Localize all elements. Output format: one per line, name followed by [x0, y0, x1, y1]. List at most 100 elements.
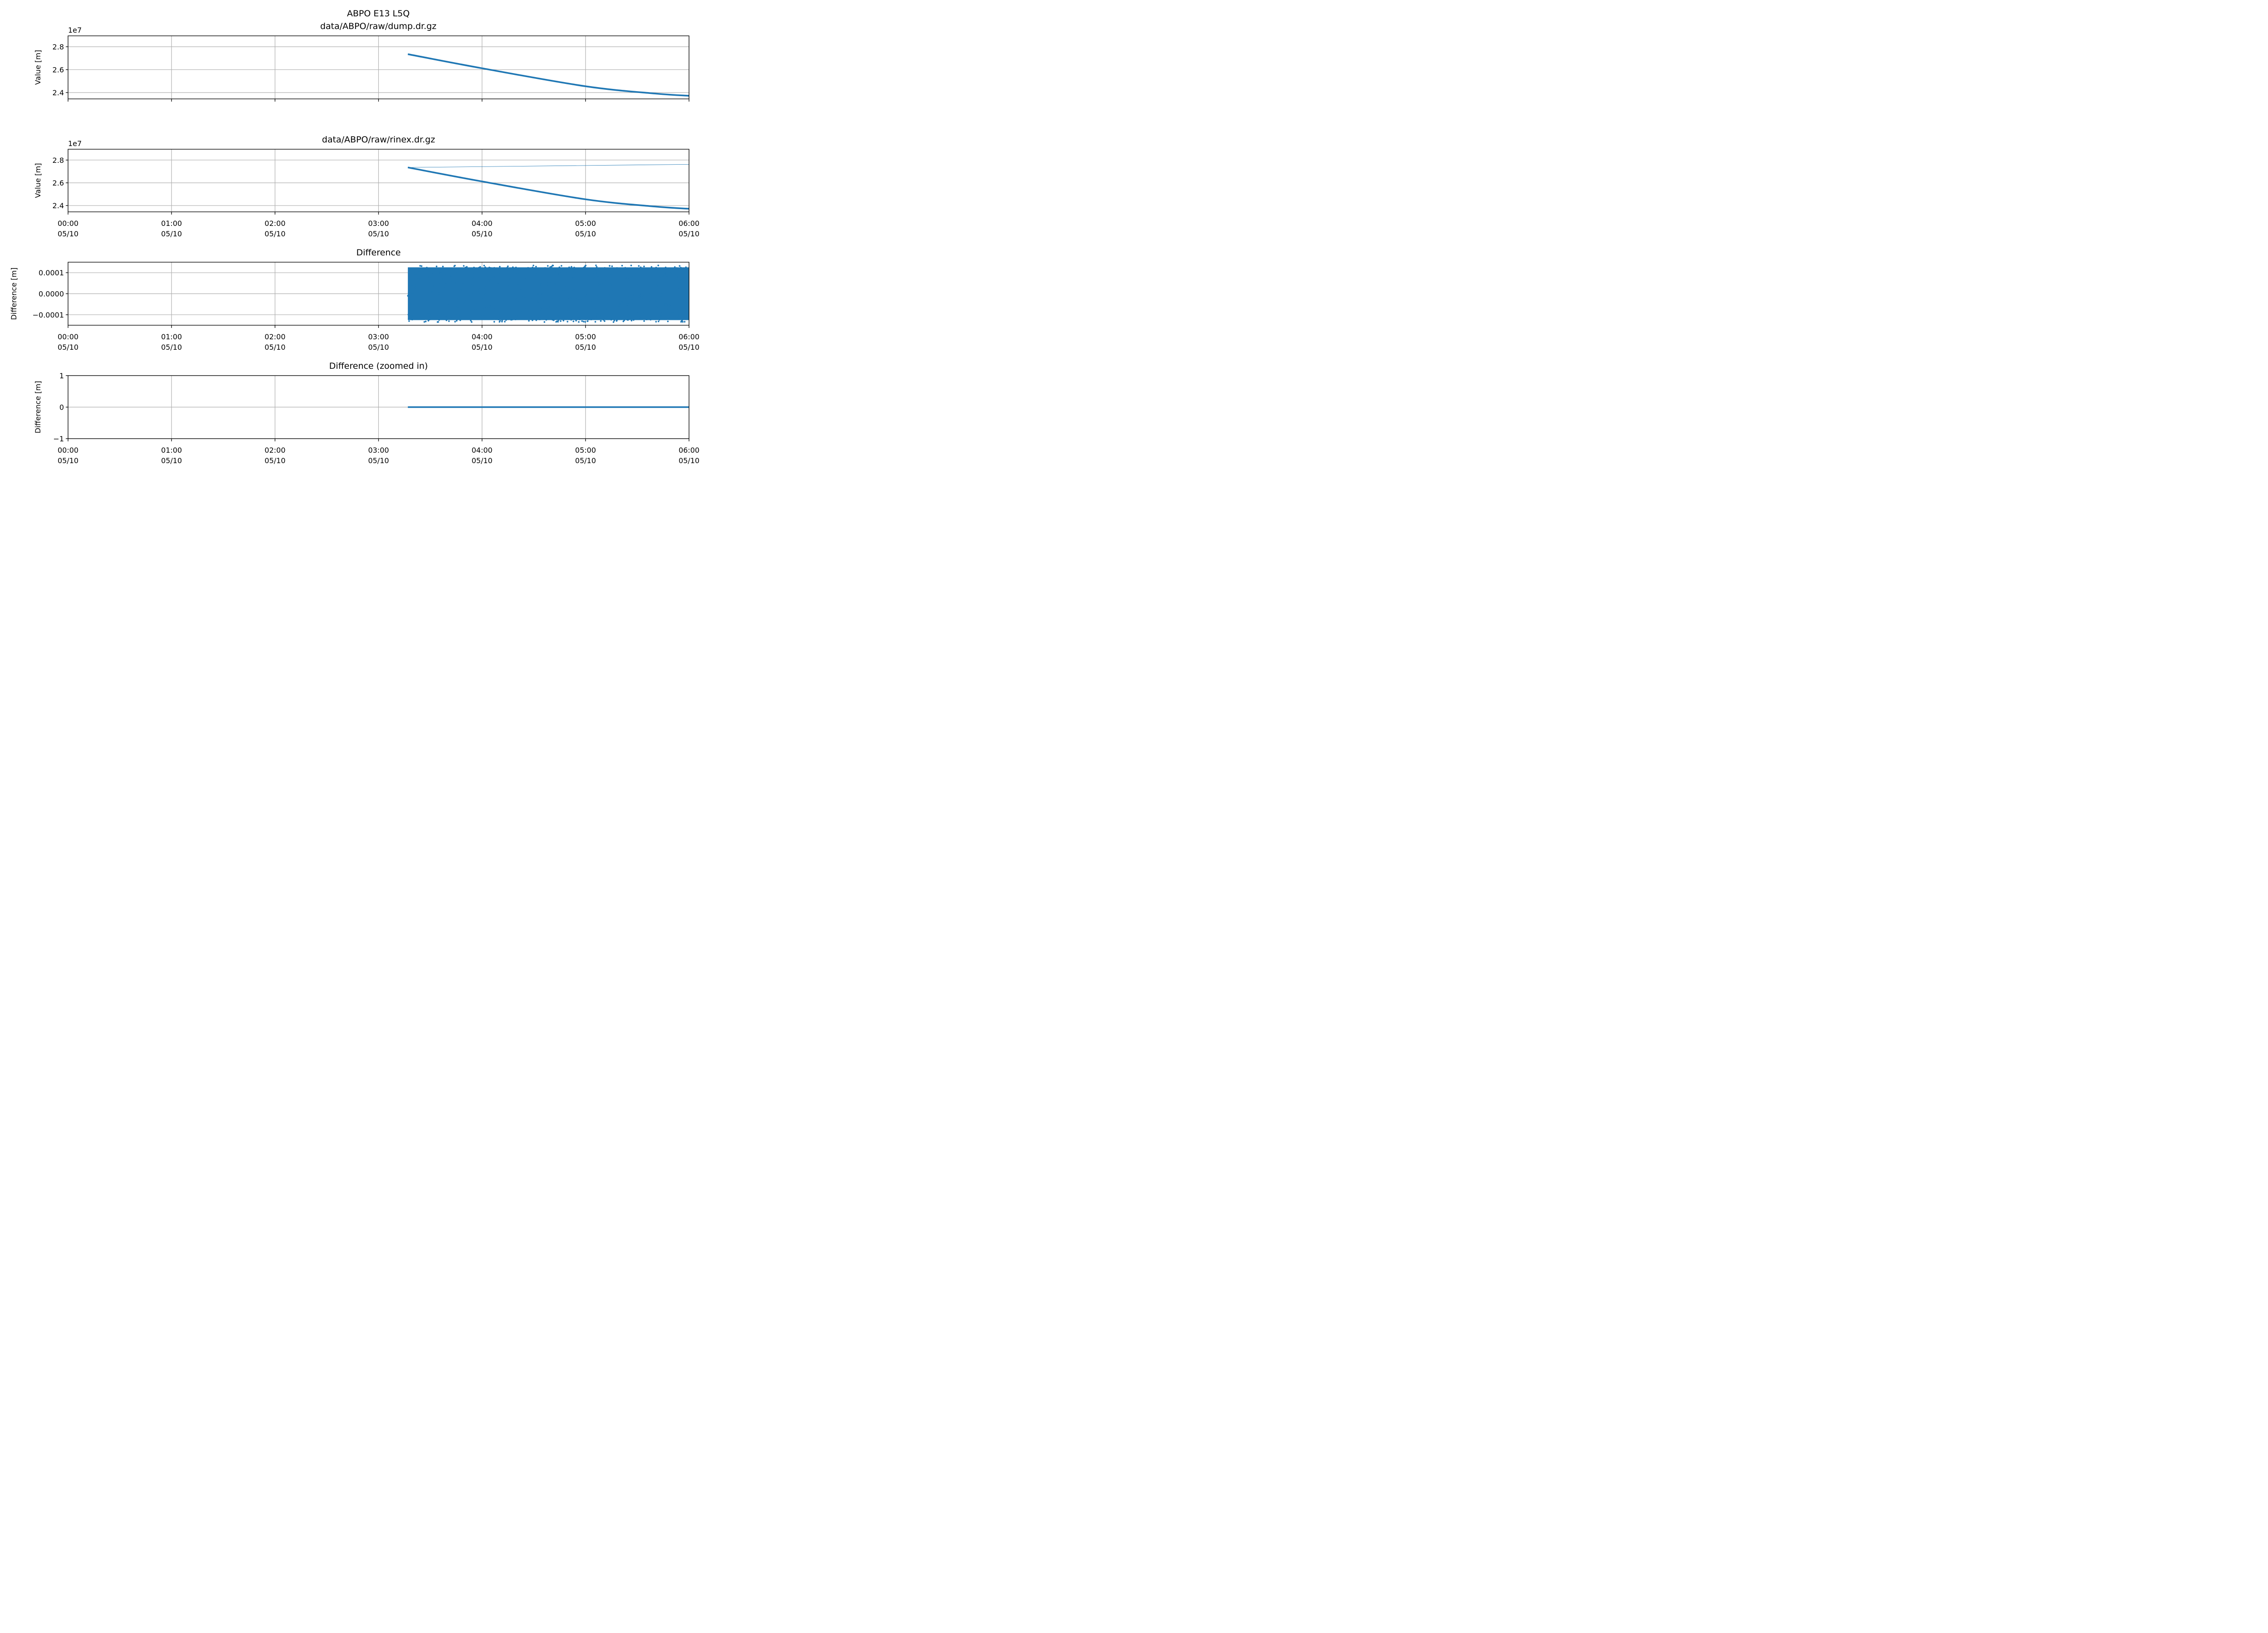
scatter-point	[411, 318, 413, 321]
scatter-point	[539, 318, 541, 321]
scatter-point	[664, 274, 666, 277]
scatter-point	[653, 275, 655, 277]
scatter-point	[642, 281, 644, 284]
scatter-point	[481, 298, 483, 301]
scatter-point	[439, 279, 441, 280]
scatter-point	[618, 301, 621, 303]
scatter-point	[685, 266, 687, 269]
scatter-point	[650, 274, 651, 276]
y-offset-label: 1e7	[68, 139, 82, 148]
scatter-point	[573, 277, 575, 279]
scatter-point	[436, 284, 439, 285]
scatter-point	[409, 279, 411, 282]
series-line-1	[407, 166, 689, 210]
scatter-point	[465, 276, 468, 279]
scatter-point	[634, 284, 636, 287]
scatter-point	[552, 274, 555, 276]
scatter-point	[553, 312, 556, 314]
scatter-point	[533, 264, 534, 267]
scatter-point	[571, 266, 572, 268]
x-tick-label-date: 05/10	[264, 343, 285, 352]
scatter-point	[611, 291, 613, 293]
series-group	[407, 164, 689, 210]
scatter-point	[581, 320, 583, 322]
scatter-point	[676, 285, 678, 288]
scatter-point	[638, 296, 640, 298]
scatter-point	[526, 285, 528, 287]
scatter-point	[507, 304, 508, 307]
scatter-point	[613, 305, 615, 307]
scatter-point	[537, 267, 539, 269]
series-line-2	[408, 164, 689, 168]
scatter-point	[567, 268, 570, 269]
scatter-point	[557, 298, 560, 300]
scatter-point	[445, 315, 447, 317]
scatter-point	[437, 285, 439, 287]
scatter-point	[621, 304, 624, 306]
scatter-point	[491, 316, 493, 318]
scatter-point	[488, 272, 490, 274]
scatter-point	[610, 295, 611, 297]
scatter-point	[593, 269, 595, 271]
scatter-point	[679, 313, 681, 314]
scatter-point	[602, 278, 605, 279]
scatter-point	[474, 290, 477, 292]
scatter-point	[678, 290, 680, 293]
scatter-point	[633, 293, 635, 296]
scatter-point	[415, 293, 417, 295]
scatter-point	[665, 272, 668, 274]
scatter-point	[663, 279, 665, 281]
scatter-point	[566, 280, 568, 282]
scatter-point	[619, 308, 621, 310]
scatter-point	[504, 305, 506, 307]
scatter-point	[558, 266, 561, 268]
scatter-point	[523, 272, 525, 274]
scatter-point	[425, 282, 427, 284]
scatter-point	[601, 298, 603, 300]
scatter-point	[592, 317, 595, 318]
scatter-point	[420, 279, 421, 281]
scatter-point	[645, 318, 648, 320]
scatter-point	[638, 289, 640, 291]
scatter-point	[418, 272, 420, 274]
scatter-point	[431, 289, 433, 292]
scatter-point	[508, 277, 510, 279]
scatter-point	[513, 278, 515, 280]
x-tick-label-time: 04:00	[472, 332, 493, 341]
scatter-point	[438, 276, 440, 278]
scatter-point	[572, 276, 574, 278]
scatter-point	[464, 300, 466, 302]
scatter-point	[478, 287, 480, 289]
scatter-point	[428, 294, 430, 296]
scatter-point	[468, 271, 470, 273]
scatter-point	[478, 279, 480, 282]
scatter-point	[577, 297, 579, 299]
scatter-point	[532, 290, 533, 293]
scatter-point	[448, 320, 450, 322]
scatter-point	[417, 294, 419, 296]
x-tick-label-date: 05/10	[679, 343, 699, 352]
scatter-point	[425, 320, 427, 323]
scatter-point	[488, 266, 490, 269]
scatter-point	[481, 276, 484, 278]
scatter-point	[586, 294, 588, 296]
scatter-point	[430, 303, 432, 305]
scatter-point	[669, 267, 670, 269]
scatter-point	[456, 296, 458, 298]
scatter-point	[573, 298, 575, 299]
scatter-point	[669, 302, 671, 304]
scatter-point	[679, 274, 682, 276]
scatter-point	[530, 289, 532, 291]
scatter-point	[521, 296, 523, 298]
scatter-point	[476, 301, 478, 303]
scatter-point	[411, 276, 413, 278]
scatter-point	[571, 277, 573, 279]
scatter-point	[622, 320, 625, 323]
scatter-point	[687, 289, 689, 291]
scatter-point	[579, 305, 581, 308]
scatter-point	[517, 312, 519, 314]
scatter-point	[667, 307, 669, 309]
scatter-point	[594, 316, 596, 318]
scatter-point	[597, 278, 600, 280]
scatter-point	[498, 318, 500, 321]
